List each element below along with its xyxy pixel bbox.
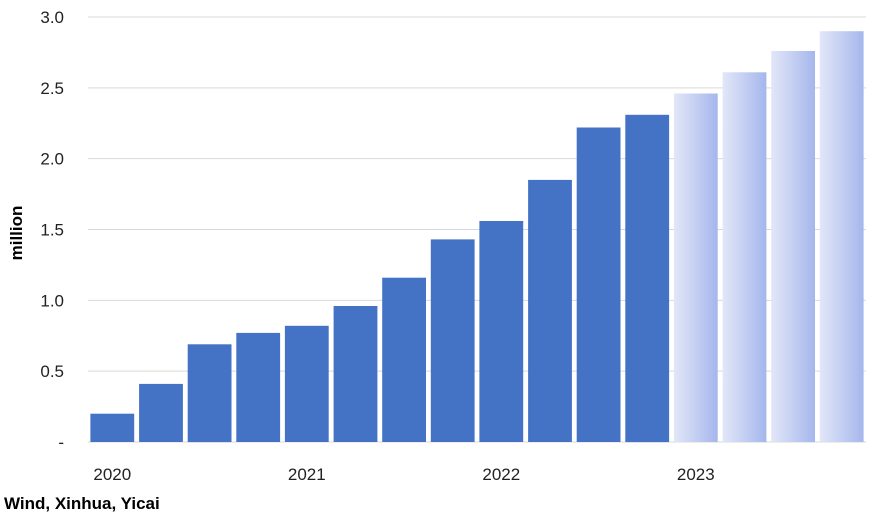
forecast-bar [722, 72, 767, 443]
bar [333, 306, 378, 442]
source-note: Wind, Xinhua, Yicai [4, 494, 160, 513]
bar [576, 127, 621, 442]
bar [236, 332, 281, 442]
y-tick-label: 0.5 [40, 362, 64, 381]
forecast-bar [673, 93, 718, 442]
y-tick-label: 2.0 [40, 150, 64, 169]
y-tick-label: 3.0 [40, 8, 64, 27]
bars [90, 31, 864, 443]
y-axis-ticks: - 0.5 1.0 1.5 2.0 2.5 3.0 [40, 8, 64, 452]
y-tick-label: - [58, 433, 64, 452]
bar [430, 239, 475, 442]
y-tick-label: 1.5 [40, 221, 64, 240]
bar-chart: - 0.5 1.0 1.5 2.0 2.5 3.0 2020 2021 2022 2023 mil… [7, 8, 866, 484]
x-tick-label: 2022 [482, 465, 520, 484]
y-axis-label: million [7, 206, 26, 261]
bar [139, 383, 183, 442]
y-tick-label: 2.5 [40, 79, 64, 98]
x-axis-ticks: 2020 2021 2022 2023 [93, 465, 714, 484]
bar [382, 277, 426, 442]
bar [625, 114, 670, 443]
bar [90, 413, 135, 442]
bar [528, 179, 572, 442]
bar [479, 221, 524, 442]
bar [187, 344, 232, 443]
x-tick-label: 2021 [288, 465, 326, 484]
bar [284, 325, 329, 442]
y-tick-label: 1.0 [40, 291, 64, 310]
forecast-bar [819, 31, 864, 442]
forecast-bar [771, 51, 815, 442]
x-tick-label: 2023 [677, 465, 715, 484]
x-tick-label: 2020 [93, 465, 131, 484]
